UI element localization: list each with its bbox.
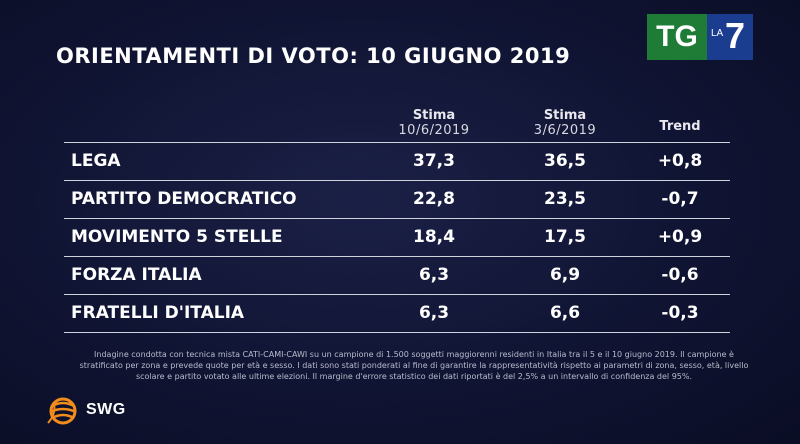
value-stima-3-6: 36,5: [544, 151, 586, 171]
column-header-trend: Trend: [640, 119, 720, 134]
column-header-label: Trend: [659, 119, 701, 134]
value-stima-10-6: 22,8: [413, 189, 455, 209]
methodology-footnote: Indagine condotta con tecnica mista CATI…: [79, 350, 749, 381]
column-header-label: Stima: [412, 108, 456, 123]
value-stima-3-6: 6,9: [549, 265, 581, 285]
value-stima-3-6: 6,6: [549, 303, 581, 323]
table-row: FRATELLI D'ITALIA 6,3 6,6 -0,3: [64, 294, 730, 333]
party-name: LEGA: [71, 151, 121, 171]
logo-la7: LA 7: [707, 14, 753, 60]
table-row: FORZA ITALIA 6,3 6,9 -0,6: [64, 256, 730, 294]
value-stima-10-6: 18,4: [413, 227, 455, 247]
value-trend: -0,7: [661, 189, 699, 209]
value-trend: -0,3: [661, 303, 699, 323]
value-stima-10-6: 6,3: [418, 265, 450, 285]
party-name: FRATELLI D'ITALIA: [71, 303, 245, 323]
table-row: PARTITO DEMOCRATICO 22,8 23,5 -0,7: [64, 180, 730, 218]
value-stima-10-6: 6,3: [418, 303, 450, 323]
logo-la: LA: [711, 28, 724, 39]
value-stima-10-6: 37,3: [413, 151, 455, 171]
chart-title: ORIENTAMENTI DI VOTO: 10 GIUGNO 2019: [56, 44, 571, 68]
column-header-stima-10-6: Stima 10/6/2019: [394, 108, 474, 138]
column-header-date: 10/6/2019: [398, 123, 470, 138]
value-stima-3-6: 17,5: [544, 227, 586, 247]
party-name: FORZA ITALIA: [71, 265, 202, 285]
table-row: LEGA 37,3 36,5 +0,8: [64, 142, 730, 180]
column-header-date: 3/6/2019: [533, 123, 597, 138]
swg-wordmark: SWG: [86, 401, 126, 418]
logo-seven: 7: [725, 15, 746, 56]
value-trend: -0,6: [661, 265, 699, 285]
column-header-stima-3-6: Stima 3/6/2019: [525, 108, 605, 138]
swg-globe-icon: [47, 397, 77, 425]
value-stima-3-6: 23,5: [544, 189, 586, 209]
tg-la7-logo: TG LA 7: [647, 14, 753, 60]
table-row: MOVIMENTO 5 STELLE 18,4 17,5 +0,9: [64, 218, 730, 256]
value-trend: +0,8: [657, 151, 703, 171]
party-name: MOVIMENTO 5 STELLE: [71, 227, 283, 247]
column-header-label: Stima: [543, 108, 587, 123]
logo-tg: TG: [647, 14, 707, 60]
poll-table: LEGA 37,3 36,5 +0,8 PARTITO DEMOCRATICO …: [64, 142, 730, 333]
party-name: PARTITO DEMOCRATICO: [71, 189, 297, 209]
value-trend: +0,9: [657, 227, 703, 247]
